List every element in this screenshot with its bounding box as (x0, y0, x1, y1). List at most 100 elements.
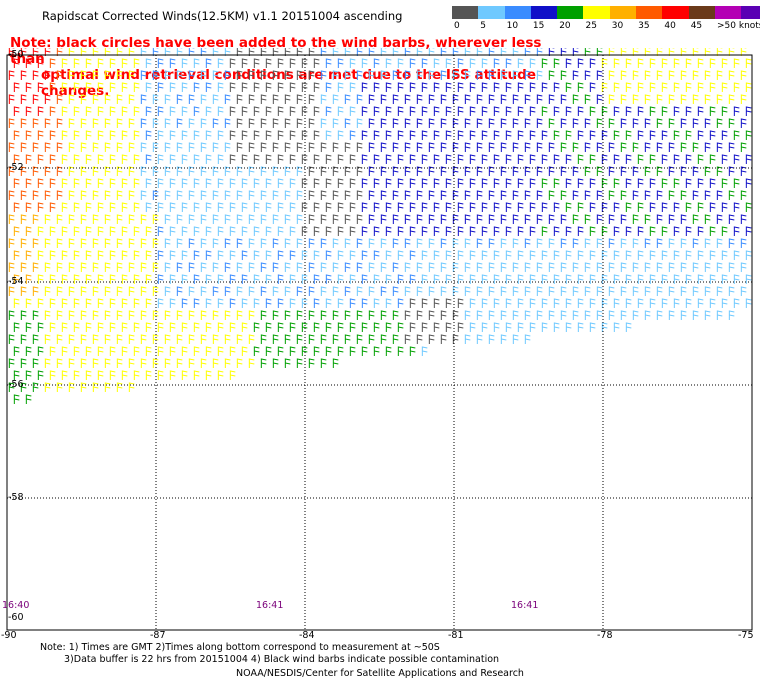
wind-barb (224, 214, 231, 224)
wind-barb (128, 238, 135, 248)
wind-barb (349, 322, 356, 332)
wind-barb (572, 214, 579, 224)
wind-barb (656, 238, 663, 248)
wind-barb (212, 118, 219, 128)
wind-barb (457, 82, 464, 92)
wind-barb (457, 322, 464, 332)
wind-barb (397, 346, 404, 356)
wind-barb (373, 58, 380, 68)
wind-barb (260, 70, 267, 80)
wind-barb (205, 298, 212, 308)
wind-barb (140, 310, 147, 320)
wind-barb (493, 82, 500, 92)
wind-barb (457, 178, 464, 188)
wind-barb (397, 226, 404, 236)
wind-barb (361, 226, 368, 236)
wind-barb (236, 334, 243, 344)
wind-barb (404, 286, 411, 296)
wind-barb (620, 238, 627, 248)
wind-barb (301, 250, 308, 260)
wind-barb (517, 250, 524, 260)
wind-barb (392, 48, 399, 56)
wind-barb (152, 334, 159, 344)
wind-barb (164, 142, 171, 152)
wind-barb (421, 154, 428, 164)
wind-barb (277, 298, 284, 308)
wind-barb (704, 286, 711, 296)
wind-barb (584, 286, 591, 296)
wind-barb (493, 202, 500, 212)
wind-barb (421, 274, 428, 284)
wind-barb (284, 190, 291, 200)
wind-barb (133, 250, 140, 260)
wind-barb (320, 48, 327, 56)
wind-barb (397, 202, 404, 212)
wind-barb (428, 48, 435, 56)
wind-barb (704, 70, 711, 80)
wind-barb (217, 226, 224, 236)
wind-barb (481, 178, 488, 188)
wind-barb (505, 250, 512, 260)
wind-barb (577, 202, 584, 212)
wind-barb (505, 274, 512, 284)
wind-barb (253, 154, 260, 164)
wind-barb (721, 130, 728, 140)
wind-barb (625, 298, 632, 308)
wind-barb (428, 286, 435, 296)
wind-barb (313, 346, 320, 356)
wind-barb (128, 382, 135, 392)
wind-barb (613, 178, 620, 188)
wind-barb (464, 310, 471, 320)
wind-barb (260, 286, 267, 296)
wind-barb (361, 202, 368, 212)
wind-barb (248, 214, 255, 224)
wind-barb (277, 202, 284, 212)
wind-barb (440, 238, 447, 248)
wind-barb (553, 250, 560, 260)
wind-barb (488, 214, 495, 224)
wind-barb (452, 286, 459, 296)
wind-barb (325, 58, 332, 68)
wind-barb (440, 214, 447, 224)
wind-barb (524, 334, 531, 344)
wind-barb (61, 202, 68, 212)
wind-barb (649, 82, 656, 92)
wind-barb (457, 226, 464, 236)
wind-barb (253, 250, 260, 260)
legend-label: 10 (506, 21, 519, 31)
wind-barb (32, 48, 39, 56)
wind-barb (193, 154, 200, 164)
wind-barb (169, 106, 176, 116)
wind-barb (32, 310, 39, 320)
wind-barb (200, 214, 207, 224)
wind-barb (416, 238, 423, 248)
wind-barb (716, 118, 723, 128)
wind-barb (709, 178, 716, 188)
wind-barb (104, 382, 111, 392)
wind-barb (176, 334, 183, 344)
wind-barb (409, 226, 416, 236)
wind-barb (680, 48, 687, 56)
wind-barb (104, 262, 111, 272)
wind-barb (224, 358, 231, 368)
wind-barb (181, 370, 188, 380)
wind-barb (272, 310, 279, 320)
wind-barb (241, 130, 248, 140)
wind-barb (697, 58, 704, 68)
wind-barb (572, 286, 579, 296)
wind-barb (193, 322, 200, 332)
wind-barb (385, 346, 392, 356)
wind-barb (469, 106, 476, 116)
wind-barb (577, 274, 584, 284)
wind-barb (620, 310, 627, 320)
wind-barb (44, 286, 51, 296)
wind-barb (613, 250, 620, 260)
wind-barb (536, 70, 543, 80)
wind-barb (656, 286, 663, 296)
wind-barb (685, 82, 692, 92)
wind-barb (565, 226, 572, 236)
wind-barb (140, 334, 147, 344)
wind-barb (577, 226, 584, 236)
wind-barb (104, 166, 111, 176)
wind-barb (73, 322, 80, 332)
